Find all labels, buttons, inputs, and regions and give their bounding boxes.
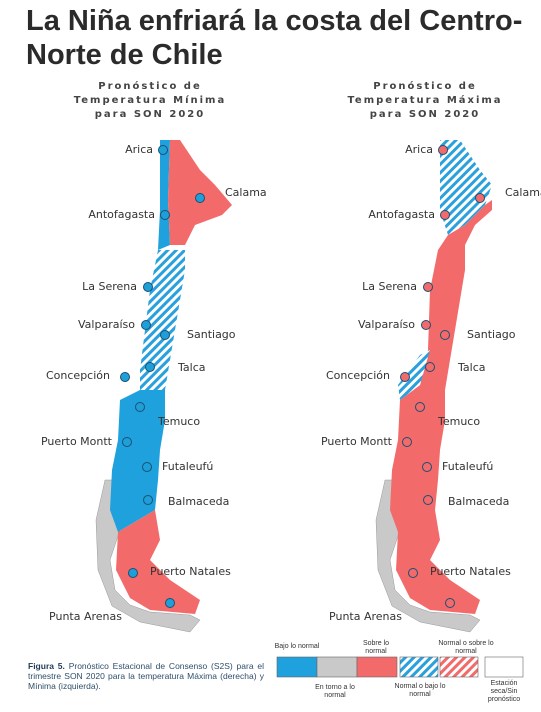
city-dot xyxy=(423,495,433,505)
city-label: Concepción xyxy=(46,369,110,382)
city-dot xyxy=(445,598,455,608)
city-label: Punta Arenas xyxy=(49,610,122,623)
legend-label: Bajo lo normal xyxy=(274,643,320,650)
map-heading: para SON 2020 xyxy=(370,109,480,120)
legend-swatch xyxy=(484,656,524,678)
map-heading: Pronóstico de xyxy=(98,80,202,92)
city-label: Antofagasta xyxy=(88,208,155,221)
city-dot xyxy=(440,330,450,340)
city-dot xyxy=(145,362,155,372)
city-dot xyxy=(143,282,153,292)
legend-swatch xyxy=(356,656,398,678)
city-label: Arica xyxy=(405,143,433,156)
city-label: Antofagasta xyxy=(368,208,435,221)
city-dot xyxy=(440,210,450,220)
map-heading: para SON 2020 xyxy=(95,109,205,120)
caption-label: Figura 5. xyxy=(28,661,65,671)
city-label: Arica xyxy=(125,143,153,156)
city-label: Talca xyxy=(457,361,485,374)
city-label: Puerto Natales xyxy=(430,565,511,578)
city-dot xyxy=(158,145,168,155)
city-label: La Serena xyxy=(362,280,417,293)
city-label: Balmaceda xyxy=(448,495,509,508)
city-dot xyxy=(402,437,412,447)
city-label: Santiago xyxy=(187,328,236,341)
city-label: Temuco xyxy=(437,415,480,428)
city-dot xyxy=(423,282,433,292)
legend-swatch xyxy=(439,656,479,678)
city-dot xyxy=(408,568,418,578)
city-dot xyxy=(415,402,425,412)
map-heading: Temperatura Mínima xyxy=(74,94,226,106)
city-dot xyxy=(475,193,485,203)
city-dot xyxy=(143,495,153,505)
city-label: Temuco xyxy=(157,415,200,428)
map-heading: Temperatura Máxima xyxy=(347,94,502,106)
title: La Niña enfriará la costa del Centro-Nor… xyxy=(26,5,523,71)
city-label: Balmaceda xyxy=(168,495,229,508)
city-label: Concepción xyxy=(326,369,390,382)
legend-label: Sobre lo normal xyxy=(362,640,390,655)
city-dot xyxy=(135,402,145,412)
city-dot xyxy=(400,372,410,382)
city-label: Calama xyxy=(505,186,541,199)
legend-label: Estación seca/Sin pronóstico xyxy=(487,680,521,703)
city-dot xyxy=(141,320,151,330)
city-dot xyxy=(421,320,431,330)
city-dot xyxy=(122,437,132,447)
map-maxima xyxy=(375,140,492,633)
city-label: La Serena xyxy=(82,280,137,293)
city-label: Talca xyxy=(177,361,205,374)
caption: Figura 5. Pronóstico Estacional de Conse… xyxy=(28,661,264,691)
legend-label: Normal o bajo lo normal xyxy=(394,683,446,698)
city-label: Valparaíso xyxy=(78,318,135,331)
map-heading: Pronóstico de xyxy=(373,80,477,92)
city-label: Santiago xyxy=(467,328,516,341)
city-dot xyxy=(195,193,205,203)
city-dot xyxy=(160,330,170,340)
city-label: Futaleufú xyxy=(162,460,213,473)
city-dot xyxy=(165,598,175,608)
city-dot xyxy=(422,462,432,472)
city-label: Calama xyxy=(225,186,267,199)
city-dot xyxy=(142,462,152,472)
city-dot xyxy=(120,372,130,382)
city-dot xyxy=(438,145,448,155)
city-label: Punta Arenas xyxy=(329,610,402,623)
city-label: Valparaíso xyxy=(358,318,415,331)
legend-swatch xyxy=(276,656,318,678)
caption-text: Pronóstico Estacional de Consenso (S2S) … xyxy=(28,661,264,691)
city-dot xyxy=(425,362,435,372)
city-label: Puerto Natales xyxy=(150,565,231,578)
legend-swatch xyxy=(399,656,439,678)
city-dot xyxy=(128,568,138,578)
city-label: Puerto Montt xyxy=(321,435,393,448)
legend-swatch xyxy=(316,656,358,678)
legend-label: En torno a lo normal xyxy=(315,684,355,699)
city-dot xyxy=(160,210,170,220)
city-label: Puerto Montt xyxy=(41,435,113,448)
legend-label: Normal o sobre lo normal xyxy=(438,640,494,655)
city-label: Futaleufú xyxy=(442,460,493,473)
